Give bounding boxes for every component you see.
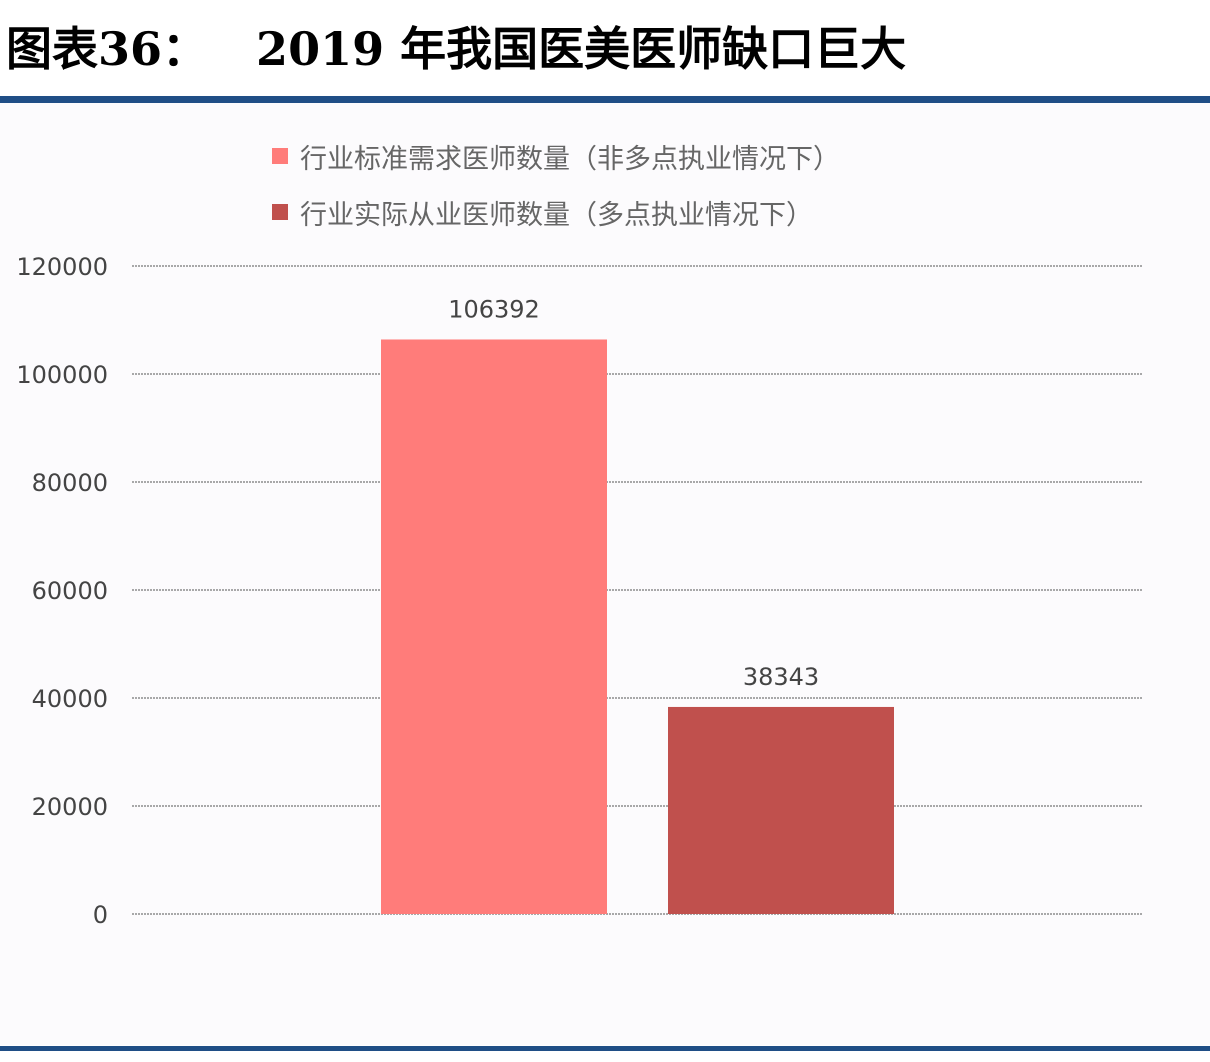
y-tick-label: 20000 xyxy=(32,793,108,821)
top-rule xyxy=(0,96,1210,103)
bar-value-label: 38343 xyxy=(743,663,819,691)
legend-swatch-actual-practitioners xyxy=(272,204,288,220)
y-tick-label: 100000 xyxy=(16,361,108,389)
y-tick-label: 60000 xyxy=(32,577,108,605)
bar xyxy=(668,706,894,914)
y-tick-label: 120000 xyxy=(16,253,108,281)
legend-swatch-standard-demand xyxy=(272,148,288,164)
bottom-rule xyxy=(0,1046,1210,1051)
legend-item-actual-practitioners: 行业实际从业医师数量（多点执业情况下） xyxy=(272,184,840,240)
y-tick-label: 40000 xyxy=(32,685,108,713)
bar-value-label: 106392 xyxy=(448,295,540,323)
legend-item-standard-demand: 行业标准需求医师数量（非多点执业情况下） xyxy=(272,128,840,184)
legend: 行业标准需求医师数量（非多点执业情况下） 行业实际从业医师数量（多点执业情况下） xyxy=(272,128,840,240)
y-tick-label: 80000 xyxy=(32,469,108,497)
legend-label-actual-practitioners: 行业实际从业医师数量（多点执业情况下） xyxy=(300,199,813,231)
figure-title: 图表36： 2019 年我国医美医师缺口巨大 xyxy=(6,22,907,76)
bar xyxy=(381,339,607,915)
legend-label-standard-demand: 行业标准需求医师数量（非多点执业情况下） xyxy=(300,143,840,175)
y-tick-label: 0 xyxy=(93,901,108,929)
